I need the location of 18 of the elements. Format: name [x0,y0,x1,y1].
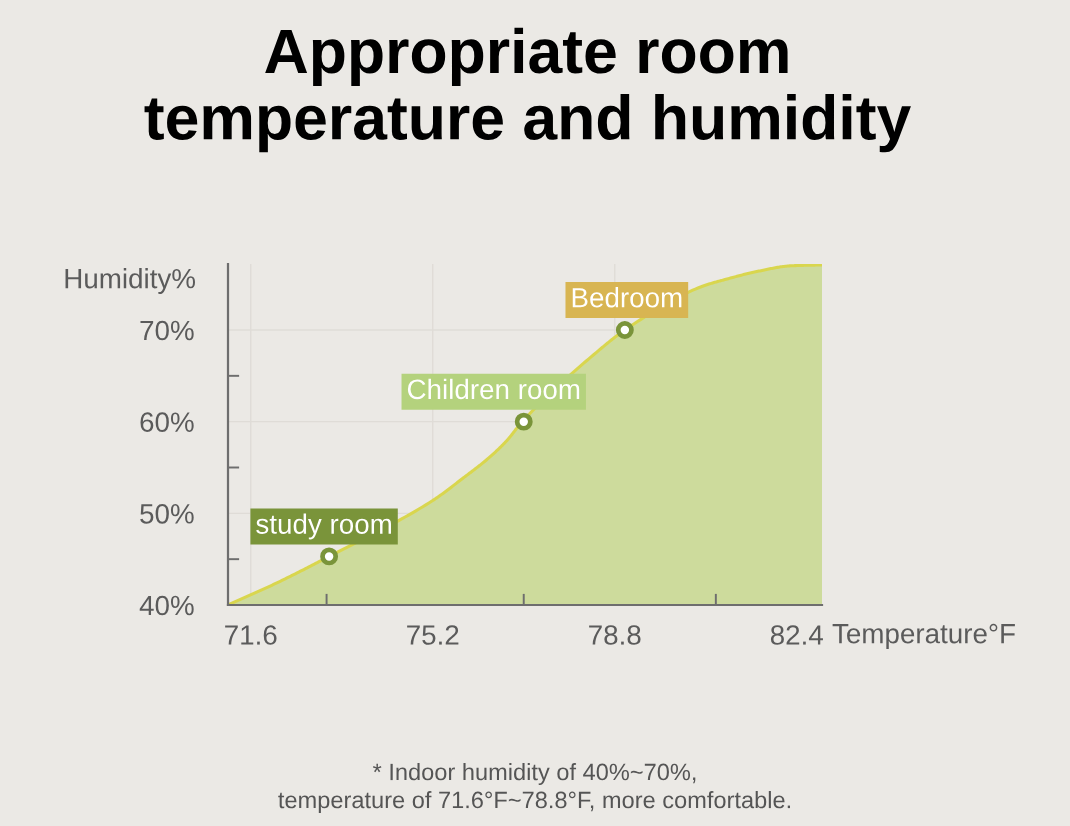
x-tick-label: 78.8 [589,625,641,645]
x-axis-title: Temperature°F [832,623,1015,649]
point [514,412,533,431]
y-tick-label: 40% [139,595,194,616]
x-tick-label: 75.2 [407,625,459,645]
point [320,547,339,566]
x-tick-label: 82.4 [770,625,823,645]
point [615,321,634,339]
y-tick-label: 50% [140,504,194,524]
chart-title: Appropriate room temperature and humidity [144,27,911,153]
annotation: study room [256,513,391,540]
annotation: Bedroom [572,287,682,308]
y-tick-label: 60% [140,412,194,433]
y-tick-label: 70% [140,320,194,341]
annotation: Children room [407,378,580,400]
text: * Indoor humidity of 40%~70%, temperature of 71.6°F~78.8°F, more comfortable. [278,763,791,813]
y-axis-title: Humidity% [65,268,196,294]
x-tick-label: 71.6 [225,625,277,645]
